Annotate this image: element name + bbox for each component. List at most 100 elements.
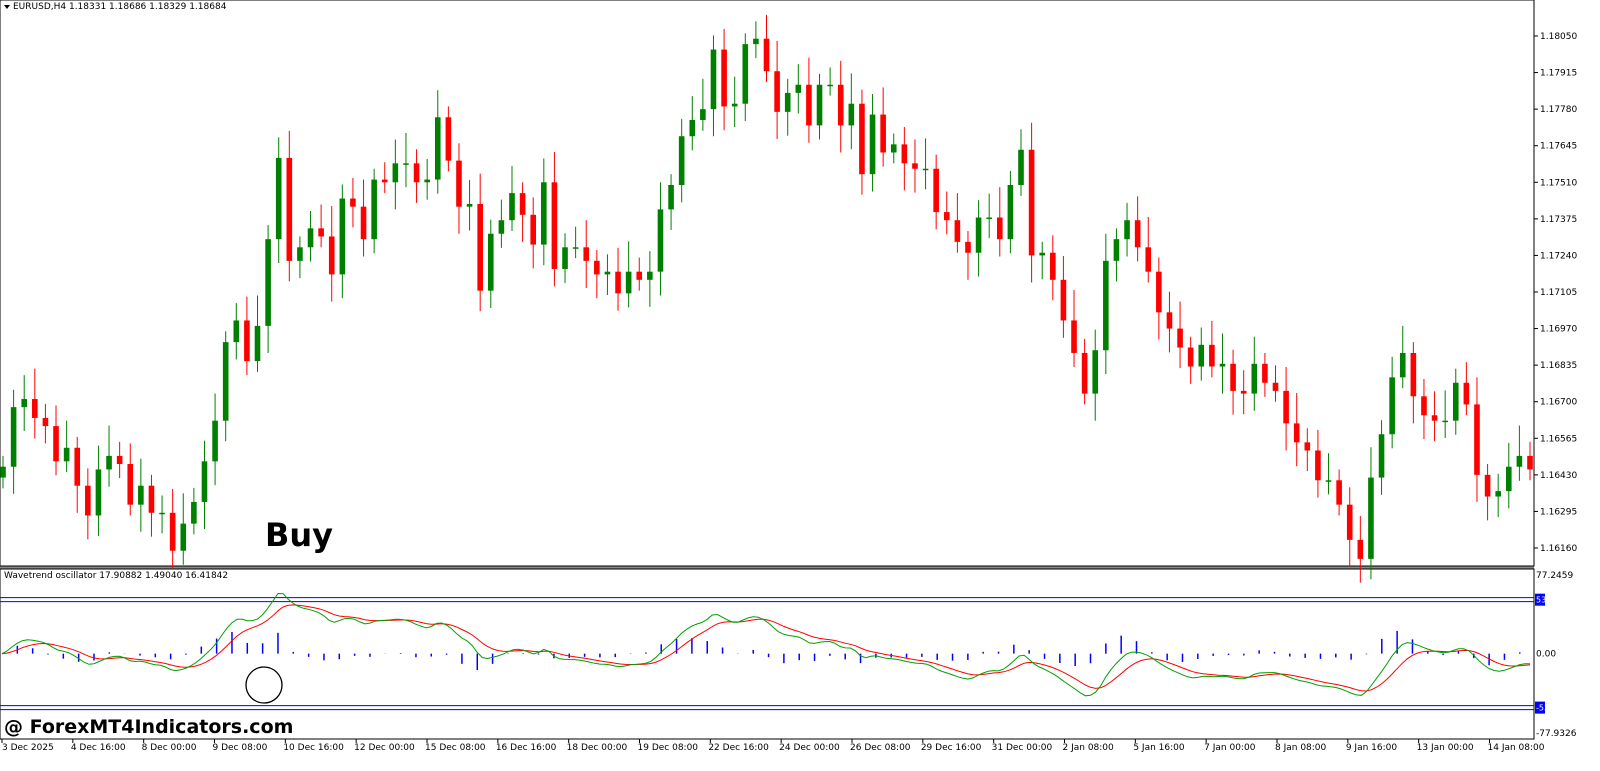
- circle-marker-icon: [245, 666, 283, 704]
- time-tick-label: 4 Dec 16:00: [71, 743, 126, 753]
- candle-body: [986, 217, 992, 220]
- candle-body: [159, 512, 165, 515]
- price-tick-label: 1.17105: [1540, 288, 1577, 298]
- price-tick-label: 1.16430: [1540, 471, 1577, 481]
- time-tick-label: 29 Dec 16:00: [921, 743, 982, 753]
- candle-body: [53, 426, 59, 462]
- candle-body: [1357, 539, 1364, 559]
- candle-body: [1018, 149, 1024, 185]
- time-tick-label: 3 Dec 2025: [2, 743, 54, 753]
- wt1-line: [1, 592, 1531, 697]
- candle-body: [594, 260, 600, 275]
- candle-body: [191, 501, 197, 524]
- candle-body: [487, 233, 494, 291]
- candle-body: [784, 92, 791, 112]
- candle-body: [604, 271, 611, 275]
- candle-body: [1378, 434, 1385, 478]
- price-tick-label: 1.17375: [1540, 215, 1577, 225]
- candle-body: [0, 466, 6, 478]
- price-tick-label: 1.16700: [1540, 398, 1577, 408]
- candle-body: [95, 469, 102, 516]
- candle-body: [1484, 474, 1491, 497]
- candle-body: [562, 247, 568, 269]
- candle-body: [1145, 247, 1152, 272]
- candle-body: [1325, 480, 1332, 482]
- candle-body: [1092, 350, 1099, 394]
- candle-body: [1219, 363, 1226, 367]
- candle-body: [869, 114, 876, 175]
- candle-body: [890, 144, 897, 153]
- candle-body: [700, 109, 706, 120]
- candle-body: [965, 241, 971, 253]
- candle-body: [583, 247, 590, 261]
- candle-body: [1166, 312, 1173, 329]
- candle-body: [1410, 352, 1417, 397]
- candle-body: [880, 114, 886, 153]
- candle-body: [848, 103, 855, 126]
- wt2-line: [1, 604, 1531, 692]
- oscillator-pane[interactable]: [0, 568, 1535, 740]
- symbol-header: EURUSD,H4 1.18331 1.18686 1.18329 1.1868…: [13, 2, 227, 12]
- candle-body: [721, 49, 727, 107]
- candle-body: [530, 214, 537, 245]
- time-tick-label: 9 Jan 16:00: [1346, 743, 1398, 753]
- time-tick-label: 22 Dec 16:00: [708, 743, 769, 753]
- candle-body: [360, 206, 367, 240]
- candle-body: [795, 84, 802, 93]
- time-tick-label: 8 Dec 00:00: [142, 743, 197, 753]
- candle-body: [1007, 184, 1014, 240]
- candle-body: [297, 247, 303, 261]
- level-price-tag: [1535, 701, 1545, 714]
- candle-body: [615, 271, 621, 294]
- candle-body: [413, 163, 420, 183]
- price-tick-label: 1.17240: [1540, 251, 1577, 261]
- price-chart-pane[interactable]: [0, 0, 1535, 567]
- candle-body: [1495, 491, 1501, 497]
- candle-body: [1262, 363, 1268, 383]
- candle-body: [1039, 252, 1046, 256]
- candle-body: [1198, 344, 1205, 367]
- candle-body: [657, 209, 664, 272]
- level-tag-label: -53: [1536, 704, 1549, 713]
- candle-body: [1389, 377, 1395, 435]
- level-price-tag: [1535, 593, 1545, 606]
- candle-body: [1081, 352, 1088, 394]
- candle-body: [519, 193, 526, 215]
- candle-body: [827, 84, 833, 87]
- time-tick-label: 26 Dec 08:00: [850, 743, 911, 753]
- buy-signal-label: Buy: [265, 516, 334, 554]
- candle-body: [350, 198, 356, 207]
- candle-body: [1028, 149, 1035, 256]
- candle-body: [572, 247, 579, 249]
- candle-body: [774, 71, 780, 112]
- candle-body: [1050, 252, 1056, 280]
- candle-body: [371, 179, 377, 240]
- time-tick-label: 5 Jan 16:00: [1133, 743, 1185, 753]
- time-axis: 3 Dec 2025 4 Dec 16:00 8 Dec 00:00 9 Dec 08…: [1, 739, 1545, 753]
- candle-body: [21, 399, 28, 408]
- candle-body: [42, 417, 49, 427]
- oscillator-axis: 77.2459 53 0.00 -53 -77.9326: [1535, 571, 1577, 739]
- candle-body: [180, 523, 187, 551]
- time-tick-label: 19 Dec 08:00: [638, 743, 699, 753]
- candle-body: [1516, 455, 1523, 467]
- candle-body: [1272, 382, 1279, 391]
- candle-body: [10, 407, 17, 467]
- price-tick-label: 1.16160: [1540, 544, 1577, 554]
- candle-body: [1124, 220, 1130, 240]
- candle-body: [1442, 420, 1448, 423]
- candle-body: [710, 49, 717, 110]
- candle-body: [1177, 328, 1183, 348]
- candle-body: [434, 117, 441, 180]
- indicator-header: Wavetrend oscillator 17.90882 1.49040 16…: [4, 571, 228, 581]
- candle-body: [85, 485, 91, 516]
- triangle-down-icon: [4, 5, 10, 9]
- price-tick-label: 1.17645: [1540, 142, 1577, 152]
- price-axis: 1.18050 1.17915 1.17780 1.17645 1.17510 1.173…: [1534, 32, 1577, 554]
- candle-body: [1315, 450, 1321, 481]
- candle-body: [837, 84, 844, 126]
- candle-body: [116, 455, 123, 465]
- candle-body: [106, 455, 112, 470]
